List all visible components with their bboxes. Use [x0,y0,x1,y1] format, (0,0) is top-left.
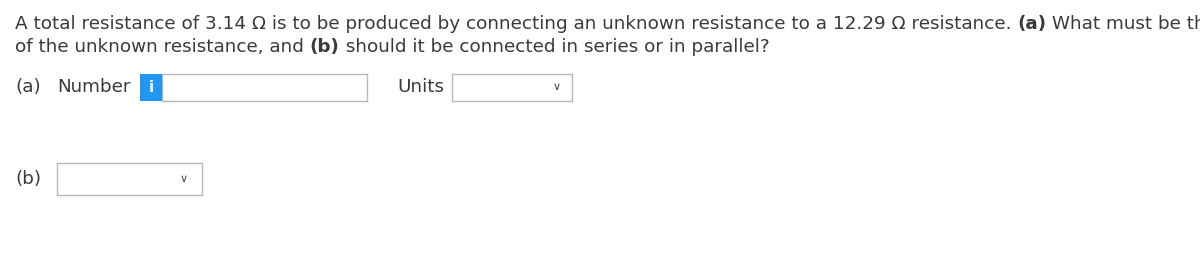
Text: ∨: ∨ [553,82,562,92]
FancyBboxPatch shape [140,74,162,100]
FancyBboxPatch shape [58,163,202,195]
Text: (a): (a) [1018,15,1046,33]
FancyBboxPatch shape [162,74,367,100]
Text: ∨: ∨ [180,174,188,184]
Text: i: i [149,80,154,95]
Text: of the unknown resistance, and: of the unknown resistance, and [14,38,310,56]
Text: Number: Number [58,78,131,96]
Text: (b): (b) [310,38,340,56]
Text: A total resistance of 3.14 Ω is to be produced by connecting an unknown resistan: A total resistance of 3.14 Ω is to be pr… [14,15,1018,33]
Text: What must be the value: What must be the value [1046,15,1200,33]
FancyBboxPatch shape [452,74,572,100]
Text: (b): (b) [14,170,41,188]
Text: Units: Units [397,78,444,96]
Text: should it be connected in series or in parallel?: should it be connected in series or in p… [340,38,769,56]
Text: (a): (a) [14,78,41,96]
